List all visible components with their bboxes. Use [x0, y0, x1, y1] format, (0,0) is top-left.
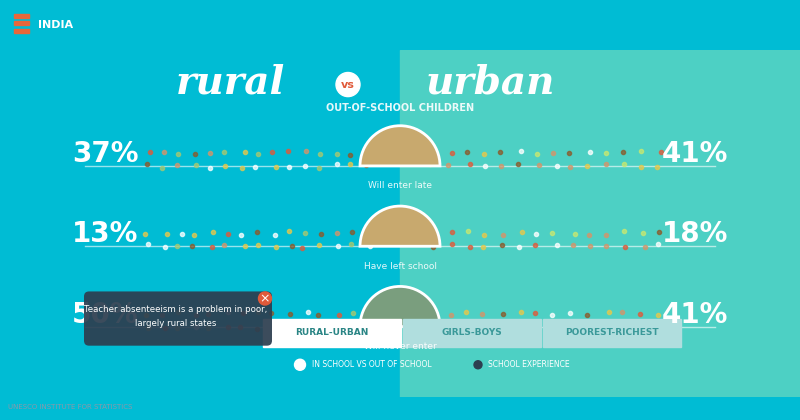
- Text: 18%: 18%: [662, 220, 728, 248]
- Text: INDIA: INDIA: [38, 20, 74, 30]
- Text: 37%: 37%: [72, 140, 138, 168]
- Circle shape: [336, 73, 360, 97]
- Bar: [543, 318, 681, 346]
- Text: Have left school: Have left school: [363, 262, 437, 271]
- Bar: [403, 318, 541, 346]
- Text: urban: urban: [426, 63, 554, 102]
- Bar: [14, 13, 29, 18]
- Bar: [400, 50, 800, 397]
- Text: Teacher absenteeism is a problem in poor,
largely rural states: Teacher absenteeism is a problem in poor…: [84, 305, 268, 328]
- Text: IN SCHOOL VS OUT OF SCHOOL: IN SCHOOL VS OUT OF SCHOOL: [312, 360, 432, 369]
- Text: OUT-OF-SCHOOL CHILDREN: OUT-OF-SCHOOL CHILDREN: [326, 102, 474, 113]
- Bar: [14, 29, 29, 33]
- Bar: [263, 318, 401, 346]
- Text: 41%: 41%: [662, 140, 728, 168]
- Wedge shape: [360, 126, 440, 166]
- Text: Will enter late: Will enter late: [368, 181, 432, 191]
- Text: vs: vs: [341, 79, 355, 89]
- Text: 50%: 50%: [72, 301, 138, 328]
- Text: RURAL-URBAN: RURAL-URBAN: [295, 328, 369, 337]
- Circle shape: [474, 361, 482, 369]
- Wedge shape: [360, 286, 440, 327]
- Bar: [14, 21, 29, 25]
- FancyBboxPatch shape: [84, 291, 272, 346]
- Text: UNESCO INSTITUTE FOR STATISTICS: UNESCO INSTITUTE FOR STATISTICS: [8, 404, 132, 410]
- Text: Will never enter: Will never enter: [364, 342, 436, 351]
- Text: POOREST-RICHEST: POOREST-RICHEST: [565, 328, 659, 337]
- Text: 41%: 41%: [662, 301, 728, 328]
- Text: ×: ×: [260, 292, 270, 305]
- Wedge shape: [360, 206, 440, 246]
- Circle shape: [258, 292, 271, 305]
- Bar: [0, 50, 400, 397]
- Text: GIRLS-BOYS: GIRLS-BOYS: [442, 328, 502, 337]
- Circle shape: [294, 359, 306, 370]
- Text: rural: rural: [175, 63, 285, 102]
- Text: SCHOOL EXPERIENCE: SCHOOL EXPERIENCE: [488, 360, 570, 369]
- Text: 13%: 13%: [72, 220, 138, 248]
